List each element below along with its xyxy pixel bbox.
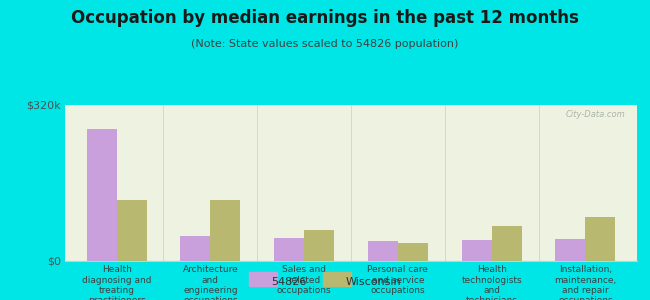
Bar xyxy=(491,226,522,261)
Legend: 54826, Wisconsin: 54826, Wisconsin xyxy=(244,272,406,291)
Bar xyxy=(555,238,586,261)
Bar xyxy=(368,241,398,261)
Bar xyxy=(398,244,428,261)
Bar xyxy=(211,200,240,261)
Bar xyxy=(462,240,491,261)
Bar xyxy=(274,238,304,261)
Text: City-Data.com: City-Data.com xyxy=(566,110,625,119)
Bar xyxy=(116,200,147,261)
Bar xyxy=(586,217,616,261)
Bar xyxy=(86,129,116,261)
Text: Occupation by median earnings in the past 12 months: Occupation by median earnings in the pas… xyxy=(71,9,579,27)
Bar xyxy=(180,236,211,261)
Bar xyxy=(304,230,334,261)
Text: (Note: State values scaled to 54826 population): (Note: State values scaled to 54826 popu… xyxy=(191,39,459,49)
